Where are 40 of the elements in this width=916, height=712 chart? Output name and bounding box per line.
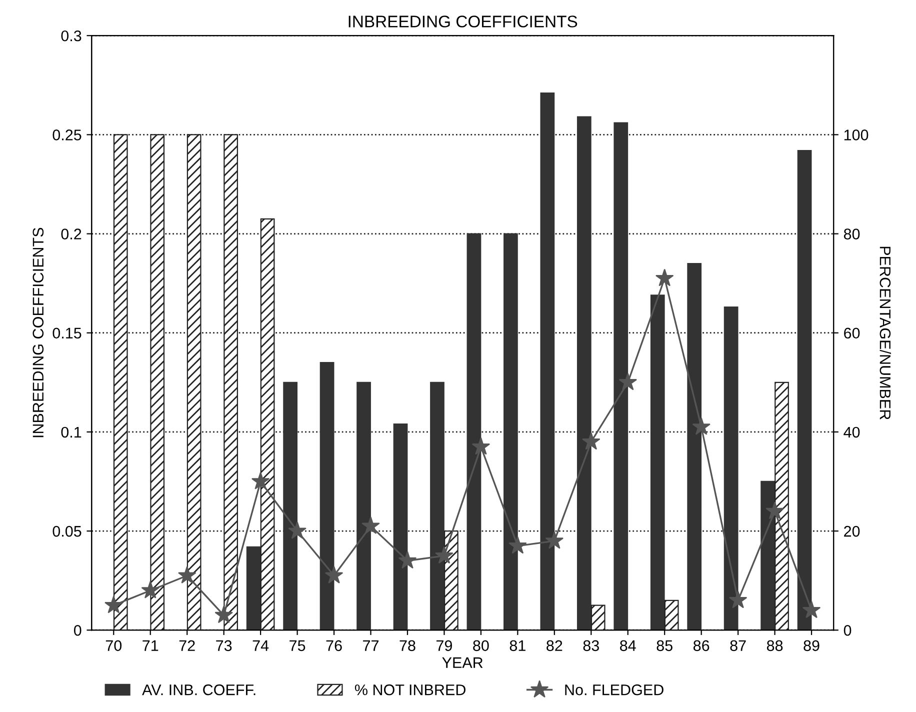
x-tick-label: 74 (252, 640, 269, 651)
y2-axis-title: PERCENTAGE/NUMBER (880, 246, 891, 420)
x-tick-label: 84 (620, 640, 636, 652)
x-tick-label: 70 (106, 640, 122, 652)
y2-tick-label: 40 (844, 426, 860, 438)
x-tick-label: 79 (436, 640, 452, 652)
y-tick-label: 0.1 (61, 426, 82, 438)
x-tick-label: 73 (216, 640, 232, 652)
x-tick-label: 88 (766, 640, 783, 652)
x-tick-label: 87 (730, 640, 746, 652)
x-tick-label: 76 (326, 640, 342, 652)
y-tick-label: 0.2 (61, 228, 82, 240)
x-tick-label: 71 (142, 640, 158, 651)
legend-label: % NOT INBRED (354, 684, 466, 696)
y-tick-label: 0.3 (61, 30, 82, 42)
y-tick-label: 0.05 (52, 526, 82, 537)
x-tick-label: 81 (510, 640, 526, 652)
x-tick-label: 83 (583, 640, 599, 652)
y-axis-title: INBREEDING COEFFICIENTS (32, 228, 44, 438)
x-tick-label: 86 (693, 640, 710, 652)
y2-tick-label: 0 (844, 624, 852, 636)
legend-label: AV. INB. COEFF. (142, 684, 256, 696)
chart-title: INBREEDING COEFFICIENTS (348, 16, 578, 28)
x-tick-label: 89 (804, 640, 820, 652)
x-tick-label: 82 (546, 640, 562, 652)
legend-label: No. FLEDGED (565, 684, 664, 696)
y2-tick-label: 80 (844, 228, 860, 240)
y-tick-label: 0.25 (52, 130, 82, 140)
y2-tick-label: 60 (844, 328, 860, 339)
x-axis-title: YEAR (442, 657, 483, 668)
y2-tick-label: 100 (844, 130, 868, 140)
x-tick-label: 78 (400, 640, 416, 652)
x-tick-label: 80 (473, 640, 489, 652)
x-tick-label: 85 (656, 640, 672, 652)
x-tick-label: 77 (363, 640, 378, 651)
x-tick-label: 75 (290, 640, 306, 652)
x-tick-label: 72 (179, 640, 195, 651)
y-tick-label: 0.15 (52, 328, 82, 339)
y2-tick-label: 20 (844, 526, 860, 537)
y-tick-label: 0 (74, 624, 82, 636)
